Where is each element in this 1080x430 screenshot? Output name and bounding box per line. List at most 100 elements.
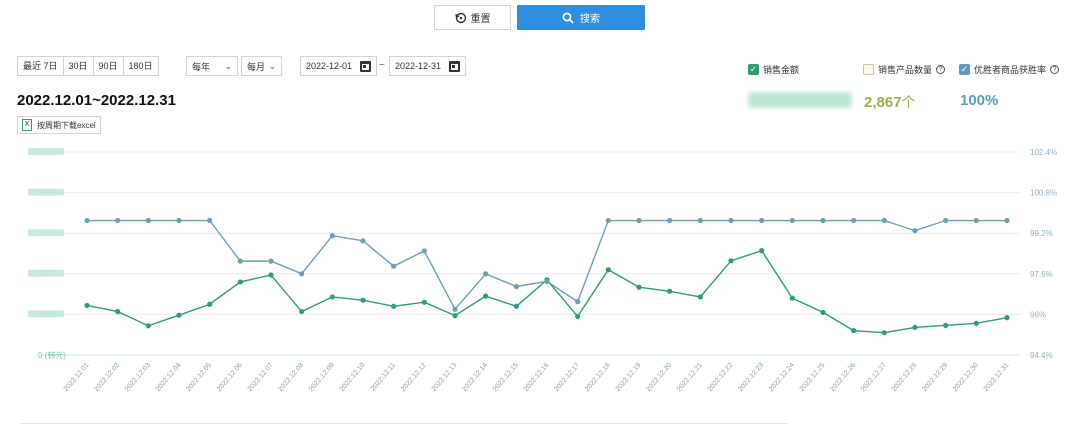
data-point[interactable] xyxy=(973,217,979,224)
data-point[interactable] xyxy=(360,297,366,303)
month-select[interactable]: 每月 ⌄ xyxy=(241,56,282,76)
data-point[interactable] xyxy=(115,308,121,315)
data-point[interactable] xyxy=(268,272,274,278)
data-point[interactable] xyxy=(483,271,489,277)
data-point[interactable] xyxy=(329,294,335,300)
data-point[interactable] xyxy=(268,258,274,264)
legend-sales-qty[interactable]: 销售产品数量 ? xyxy=(863,63,946,76)
checkbox-unchecked-icon[interactable] xyxy=(863,64,874,75)
download-excel-button[interactable]: X 按周期下载excel xyxy=(17,116,101,134)
search-button[interactable]: 搜索 xyxy=(517,5,645,30)
legend-win-rate[interactable]: ✓ 优胜者商品获胜率 ? xyxy=(959,63,1060,76)
data-point[interactable] xyxy=(759,217,765,224)
data-point[interactable] xyxy=(329,233,335,239)
data-point[interactable] xyxy=(1004,217,1010,224)
data-point[interactable] xyxy=(1004,315,1010,321)
year-select[interactable]: 每年 ⌄ xyxy=(186,56,238,76)
x-tick-label: 2022.12.06 xyxy=(216,362,244,393)
data-point[interactable] xyxy=(575,313,581,320)
data-point[interactable] xyxy=(881,330,887,336)
data-point[interactable] xyxy=(207,301,213,307)
data-point[interactable] xyxy=(636,217,642,224)
checkbox-checked-icon[interactable]: ✓ xyxy=(959,64,970,75)
data-point[interactable] xyxy=(943,217,949,224)
data-point[interactable] xyxy=(237,258,243,264)
calendar-icon[interactable] xyxy=(449,60,460,72)
data-point[interactable] xyxy=(421,299,427,305)
period-option-180d[interactable]: 180日 xyxy=(128,61,153,71)
data-point[interactable] xyxy=(881,217,887,224)
start-date-input[interactable]: 2022-12-01 xyxy=(300,56,377,76)
data-point[interactable] xyxy=(452,313,458,319)
reset-label: 重置 xyxy=(470,14,491,25)
data-point[interactable] xyxy=(544,278,550,285)
data-point[interactable] xyxy=(697,217,703,224)
period-option-30d[interactable]: 30日 xyxy=(64,57,94,75)
x-tick-label: 2022.12.30 xyxy=(952,362,980,393)
total-sales-qty-value: 2,867 xyxy=(864,94,902,111)
x-tick-label: 2022.12.15 xyxy=(492,362,520,393)
data-point[interactable] xyxy=(636,284,642,290)
data-point[interactable] xyxy=(360,238,366,244)
data-point[interactable] xyxy=(145,217,151,224)
data-point[interactable] xyxy=(84,217,90,224)
download-excel-label: 按周期下载excel xyxy=(37,120,96,130)
period-option-90d[interactable]: 90日 xyxy=(94,57,124,75)
data-point[interactable] xyxy=(391,263,397,269)
data-point[interactable] xyxy=(943,322,949,328)
data-point[interactable] xyxy=(299,308,305,315)
legend-sales-amount-label: 销售金额 xyxy=(763,65,800,75)
checkbox-checked-icon[interactable]: ✓ xyxy=(748,64,759,75)
data-point[interactable] xyxy=(391,303,397,309)
x-tick-label: 2022.12.04 xyxy=(155,362,183,393)
data-point[interactable] xyxy=(575,299,581,305)
legend-sales-amount[interactable]: ✓ 销售金额 xyxy=(748,63,799,76)
data-point[interactable] xyxy=(851,328,857,334)
data-point[interactable] xyxy=(452,306,458,312)
month-select-value: 每月 xyxy=(247,61,266,72)
data-point[interactable] xyxy=(697,294,703,300)
data-point[interactable] xyxy=(789,217,795,224)
end-date-input[interactable]: 2022-12-31 xyxy=(389,56,466,76)
data-point[interactable] xyxy=(176,312,182,318)
data-point[interactable] xyxy=(759,248,765,254)
data-point[interactable] xyxy=(667,288,673,294)
data-point[interactable] xyxy=(513,303,519,309)
x-tick-label: 2022.12.07 xyxy=(247,362,275,393)
data-point[interactable] xyxy=(851,217,857,224)
reset-button[interactable]: 重置 xyxy=(434,5,511,30)
data-point[interactable] xyxy=(605,267,611,273)
data-point[interactable] xyxy=(912,228,918,234)
data-point[interactable] xyxy=(145,323,151,329)
period-selector: 最近 7日 30日 90日 180日 xyxy=(17,56,159,76)
data-point[interactable] xyxy=(912,324,918,330)
data-point[interactable] xyxy=(421,248,427,254)
help-icon[interactable]: ? xyxy=(1050,65,1060,74)
data-point[interactable] xyxy=(728,258,734,264)
data-point[interactable] xyxy=(115,217,121,224)
right-axis-tick-label: 99.2% xyxy=(1030,229,1053,238)
left-axis-tick-label: 0 (韩元) xyxy=(38,350,66,360)
data-point[interactable] xyxy=(973,320,979,326)
calendar-icon[interactable] xyxy=(360,60,371,72)
data-point[interactable] xyxy=(820,217,826,224)
help-icon[interactable]: ? xyxy=(936,65,946,74)
data-point[interactable] xyxy=(605,217,611,224)
data-point[interactable] xyxy=(237,279,243,285)
data-point[interactable] xyxy=(513,283,519,290)
data-point[interactable] xyxy=(299,271,305,277)
data-point[interactable] xyxy=(789,295,795,301)
total-sales-qty: 2,867个 xyxy=(864,92,916,112)
right-axis-tick-label: 94.4% xyxy=(1030,351,1053,360)
x-tick-label: 2022.12.01 xyxy=(63,362,91,393)
data-point[interactable] xyxy=(728,217,734,224)
data-point[interactable] xyxy=(483,293,489,299)
x-tick-label: 2022.12.16 xyxy=(523,362,551,393)
x-tick-label: 2022.12.08 xyxy=(277,362,305,393)
data-point[interactable] xyxy=(84,302,90,309)
period-option-7d[interactable]: 最近 7日 xyxy=(18,57,64,75)
data-point[interactable] xyxy=(176,217,182,224)
data-point[interactable] xyxy=(667,217,673,224)
data-point[interactable] xyxy=(207,217,213,224)
data-point[interactable] xyxy=(820,309,826,315)
